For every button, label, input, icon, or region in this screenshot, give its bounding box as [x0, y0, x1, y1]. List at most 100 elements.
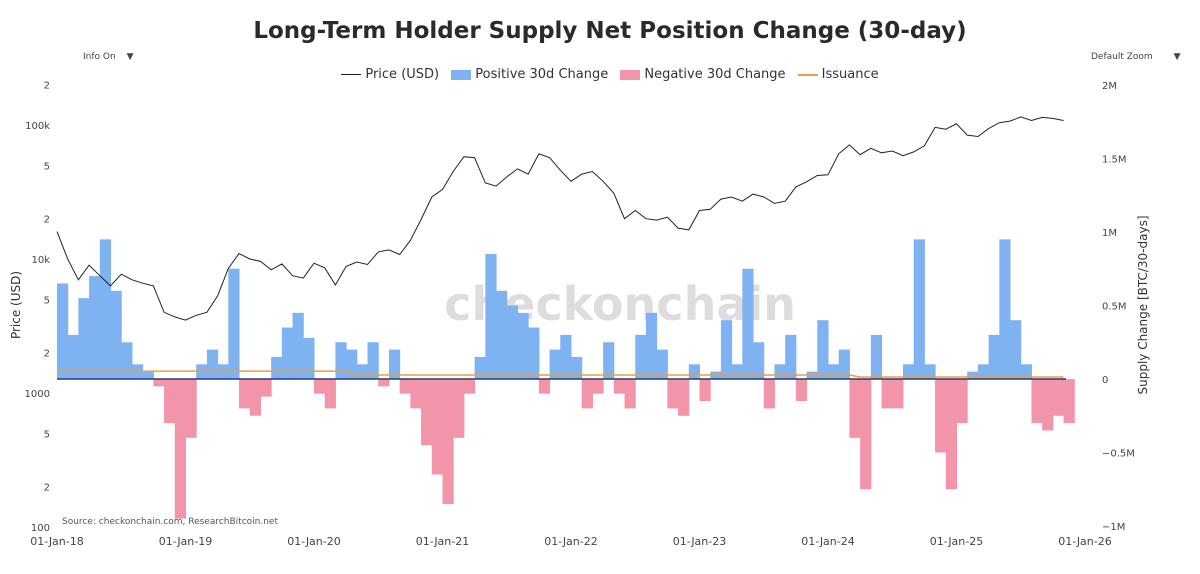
x-tick-label: 01-Jan-18 — [30, 535, 84, 548]
positive-change-bar — [999, 239, 1011, 379]
negative-change-bar — [324, 379, 336, 409]
negative-change-bar — [431, 379, 443, 475]
right-tick-label: 0 — [1102, 375, 1108, 386]
left-tick-label: 2 — [44, 349, 50, 360]
negative-change-bar — [613, 379, 626, 394]
positive-change-bar — [688, 364, 700, 379]
positive-change-bar — [870, 334, 883, 379]
x-tick-label: 01-Jan-19 — [159, 535, 213, 548]
positive-change-bar — [731, 364, 743, 379]
positive-change-bar — [281, 327, 294, 379]
positive-change-bar — [110, 290, 122, 379]
legend-label: Negative 30d Change — [644, 67, 786, 82]
negative-change-bar — [538, 379, 551, 394]
positive-change-bar — [1010, 320, 1022, 379]
positive-change-bar — [506, 305, 518, 379]
x-tick-label: 01-Jan-23 — [673, 535, 727, 548]
negative-change-bar — [881, 379, 893, 409]
left-tick-label: 2 — [44, 483, 50, 494]
right-tick-label: −0.5M — [1102, 449, 1135, 460]
legend-item-positive[interactable]: Positive 30d Change — [451, 67, 608, 82]
right-tick-label: 1M — [1102, 228, 1117, 239]
right-tick-label: −1M — [1102, 522, 1125, 533]
negative-change-bar — [1042, 379, 1054, 431]
negative-change-bar — [1052, 379, 1065, 416]
positive-change-bar — [303, 337, 315, 379]
left-tick-label: 2 — [44, 215, 50, 226]
chevron-down-icon: ▼ — [1173, 52, 1181, 62]
legend-label: Issuance — [821, 67, 879, 82]
left-tick-label: 5 — [44, 429, 50, 440]
legend: Price (USD) Positive 30d Change Negative… — [0, 67, 1200, 82]
negative-change-bar — [463, 379, 476, 394]
positive-change-bar — [753, 342, 765, 379]
zoom-label: Default Zoom — [1091, 52, 1153, 62]
positive-change-bar — [206, 349, 219, 379]
price-line — [56, 116, 1064, 321]
positive-change-bar — [356, 364, 369, 379]
issuance-line — [57, 370, 1064, 378]
negative-change-bar — [442, 379, 454, 504]
negative-change-bar — [849, 379, 861, 438]
negative-change-bar — [174, 379, 186, 519]
positive-change-bar — [142, 371, 154, 379]
left-tick-label: 5 — [44, 295, 50, 306]
positive-change-bar — [121, 342, 133, 379]
positive-change-bar — [78, 298, 90, 379]
right-axis-label: Supply Change [BTC/30-days] — [1136, 215, 1150, 394]
negative-change-bar — [1063, 379, 1075, 424]
positive-change-bar — [528, 327, 540, 379]
positive-change-bar — [485, 254, 497, 379]
positive-change-bar — [228, 268, 240, 379]
positive-change-bar — [902, 364, 915, 379]
legend-item-price[interactable]: Price (USD) — [341, 67, 439, 82]
positive-change-bar — [271, 356, 283, 379]
positive-change-bar — [335, 342, 347, 379]
left-tick-label: 10k — [31, 255, 50, 266]
positive-change-bar — [656, 349, 668, 379]
negative-change-bar — [699, 379, 711, 402]
negative-change-bar — [667, 379, 679, 409]
negative-change-bar — [678, 379, 690, 416]
left-tick-label: 1000 — [25, 389, 50, 400]
positive-change-bar — [913, 239, 925, 379]
positive-change-bar — [603, 342, 615, 379]
right-tick-label: 1.5M — [1102, 155, 1127, 166]
positive-change-bar — [571, 356, 583, 379]
negative-change-bar — [378, 379, 390, 387]
positive-change-bar — [817, 320, 829, 379]
positive-change-bar — [67, 334, 79, 379]
negative-change-bar — [1031, 379, 1043, 424]
positive-change-bar — [924, 364, 936, 379]
negative-change-bar — [249, 379, 261, 416]
positive-change-bar — [560, 334, 572, 379]
positive-change-bar — [367, 342, 379, 379]
legend-item-negative[interactable]: Negative 30d Change — [620, 67, 786, 82]
positive-change-bar — [977, 364, 990, 379]
negative-change-bar — [153, 379, 165, 387]
left-tick-label: 5 — [44, 161, 50, 172]
left-tick-label: 100 — [31, 523, 50, 534]
positive-change-bar — [474, 356, 486, 379]
zoom-dropdown[interactable]: Default Zoom ▼ — [1091, 52, 1181, 62]
negative-change-bar — [860, 379, 872, 490]
positive-change-bar — [967, 371, 979, 379]
legend-item-issuance[interactable]: Issuance — [797, 67, 879, 82]
source-note: Source: checkonchain.com, ResearchBitcoi… — [62, 517, 278, 527]
positive-change-bar — [57, 283, 69, 379]
positive-change-bar — [645, 312, 658, 379]
negative-change-bar — [795, 379, 808, 402]
positive-change-bar — [346, 349, 358, 379]
left-tick-label: 2 — [44, 81, 50, 92]
positive-change-bar — [99, 239, 112, 379]
legend-label: Positive 30d Change — [475, 67, 609, 82]
negative-change-bar — [956, 379, 968, 424]
negative-change-bar — [239, 379, 251, 409]
info-toggle-dropdown[interactable]: Info On ▼ — [83, 52, 133, 62]
positive-change-bar — [742, 268, 754, 379]
negative-change-bar — [624, 379, 636, 409]
negative-change-bar — [164, 379, 176, 424]
negative-change-bar — [453, 379, 465, 438]
negative-change-bar — [945, 379, 957, 490]
